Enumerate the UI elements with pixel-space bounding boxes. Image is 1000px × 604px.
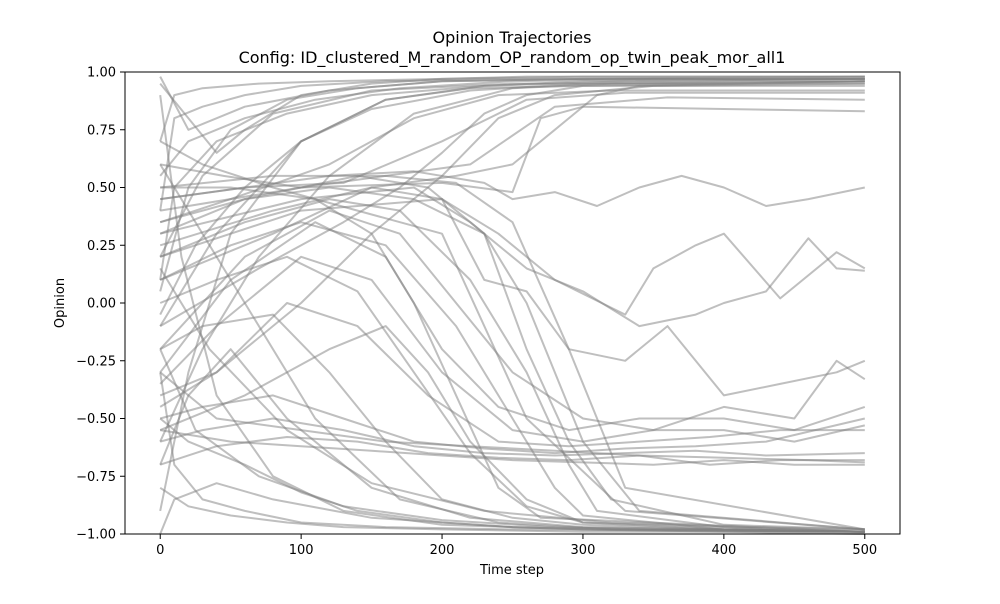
trajectory-line [159, 77, 865, 211]
trajectory-line [160, 105, 865, 212]
x-tick-label: 0 [156, 543, 164, 558]
y-axis: −1.00 −0.75 −0.50 −0.25 0.00 0.25 0.50 0.75 1.00 [76, 66, 125, 543]
trajectory-line [159, 313, 865, 533]
y-tick-label: 0.50 [87, 181, 116, 196]
trajectory-line [160, 163, 865, 531]
x-tick-label: 200 [430, 543, 455, 558]
trajectory-line [159, 325, 865, 533]
series-lines [159, 75, 866, 535]
trajectory-line [160, 186, 865, 533]
trajectory-line [159, 80, 865, 316]
trajectory-line [159, 371, 865, 464]
trajectory-line [159, 174, 865, 531]
trajectory-line [159, 140, 865, 531]
trajectory-line [159, 221, 866, 432]
y-tick-label: 1.00 [87, 66, 116, 81]
trajectory-line [159, 77, 865, 512]
trajectory-line [159, 186, 865, 328]
trajectory-line [159, 255, 865, 533]
trajectory-line [159, 348, 865, 533]
trajectory-line [159, 80, 865, 327]
y-tick-label: 0.00 [87, 297, 116, 312]
trajectory-line [159, 75, 865, 142]
trajectory-line [159, 186, 866, 397]
y-tick-label: −0.75 [76, 470, 116, 485]
x-tick-label: 100 [289, 543, 314, 558]
trajectory-line [160, 170, 866, 207]
x-tick-label: 500 [852, 543, 877, 558]
trajectory-line [159, 486, 865, 535]
trajectory-line [159, 198, 865, 533]
trajectory-line [160, 96, 865, 189]
y-axis-label: Opinion [53, 278, 68, 328]
trajectory-line [159, 348, 865, 533]
trajectory-line [159, 77, 865, 281]
y-tick-label: 0.75 [87, 123, 116, 138]
x-tick-label: 300 [571, 543, 596, 558]
trajectory-line [159, 77, 865, 177]
trajectory-line [159, 80, 865, 247]
trajectory-line [159, 186, 865, 531]
x-tick-label: 400 [711, 543, 736, 558]
x-axis: 0 100 200 300 400 500 [156, 534, 877, 558]
trajectory-line [159, 302, 865, 448]
trajectory-line [159, 372, 865, 533]
trajectory-line [160, 429, 865, 466]
trajectory-line [159, 267, 865, 531]
y-tick-label: −1.00 [76, 528, 116, 543]
y-tick-label: 0.25 [87, 239, 116, 254]
chart-subtitle: Config: ID_clustered_M_random_OP_random_… [239, 48, 786, 68]
trajectory-line [159, 436, 865, 466]
chart-title: Opinion Trajectories [433, 28, 592, 47]
trajectory-line [159, 394, 866, 455]
y-tick-label: −0.50 [76, 412, 116, 427]
y-tick-label: −0.25 [76, 354, 116, 369]
x-axis-label: Time step [479, 563, 544, 578]
